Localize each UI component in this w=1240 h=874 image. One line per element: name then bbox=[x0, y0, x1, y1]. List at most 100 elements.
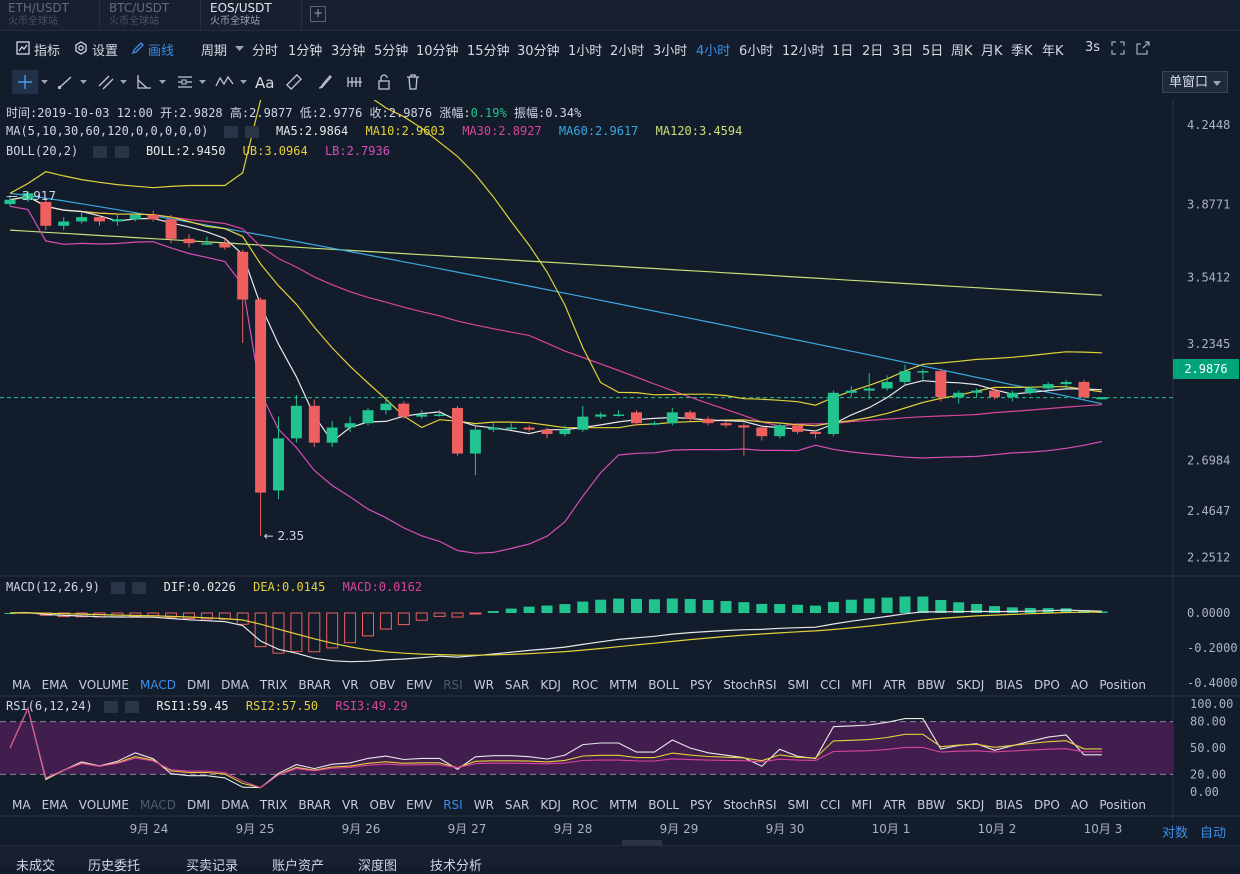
window-mode-select[interactable]: 单窗口 bbox=[1162, 71, 1228, 93]
fullscreen-icon[interactable] bbox=[1111, 41, 1125, 55]
boll-close-icon[interactable] bbox=[114, 145, 129, 158]
indicator-option[interactable]: DMI bbox=[186, 678, 211, 692]
tab-eos-usdt[interactable]: EOS/USDT 火币全球站 bbox=[202, 0, 302, 30]
indicator-option[interactable]: MACD bbox=[139, 678, 176, 692]
period-18[interactable]: 月K bbox=[981, 44, 1003, 59]
indicator-option[interactable]: RSI bbox=[443, 678, 463, 692]
period-6[interactable]: 30分钟 bbox=[517, 44, 560, 59]
indicator-option[interactable]: SMI bbox=[787, 798, 810, 812]
indicator-option[interactable]: OBV bbox=[369, 678, 396, 692]
indicator-option[interactable]: TRIX bbox=[259, 678, 288, 692]
tab-btc-usdt[interactable]: BTC/USDT 火币全球站 bbox=[101, 0, 201, 30]
indicator-option[interactable]: MTM bbox=[609, 678, 638, 692]
period-16[interactable]: 5日 bbox=[922, 44, 944, 59]
indicator-option[interactable]: DPO bbox=[1033, 678, 1060, 692]
ma-settings-icon[interactable] bbox=[223, 125, 238, 138]
wave-tool-icon[interactable] bbox=[214, 72, 236, 92]
scale-auto-button[interactable]: 自动 bbox=[1200, 826, 1227, 841]
indicator-option[interactable]: MFI bbox=[851, 678, 873, 692]
period-8[interactable]: 2小时 bbox=[610, 44, 645, 59]
indicator-button[interactable]: 指标 bbox=[34, 44, 61, 59]
indicator-option[interactable]: BOLL bbox=[648, 798, 680, 812]
indicator-option[interactable]: EMA bbox=[41, 798, 68, 812]
indicator-option[interactable]: VOLUME bbox=[78, 798, 129, 812]
indicator-option[interactable]: ATR bbox=[883, 678, 907, 692]
scale-log-button[interactable]: 对数 bbox=[1162, 826, 1189, 841]
boll-settings-icon[interactable] bbox=[93, 145, 108, 158]
angle-tool-icon[interactable] bbox=[134, 72, 154, 92]
indicator-option[interactable]: BIAS bbox=[995, 678, 1023, 692]
indicator-option[interactable]: KDJ bbox=[540, 798, 561, 812]
settings-button[interactable]: 设置 bbox=[92, 44, 119, 59]
indicator-option[interactable]: PSY bbox=[690, 798, 713, 812]
indicator-option[interactable]: EMA bbox=[41, 678, 68, 692]
indicator-option[interactable]: TRIX bbox=[259, 798, 288, 812]
crosshair-tool-icon[interactable] bbox=[15, 72, 35, 92]
indicator-option[interactable]: SAR bbox=[504, 678, 530, 692]
indicator-option[interactable]: AO bbox=[1070, 678, 1089, 692]
indicator-option[interactable]: BIAS bbox=[995, 798, 1023, 812]
indicator-option[interactable]: SMI bbox=[787, 678, 810, 692]
indicator-option[interactable]: BOLL bbox=[648, 678, 680, 692]
parallel-line-tool-icon[interactable] bbox=[96, 72, 116, 92]
indicator-option[interactable]: BRAR bbox=[298, 798, 331, 812]
indicator-option[interactable]: ATR bbox=[883, 798, 907, 812]
popout-icon[interactable] bbox=[1136, 41, 1150, 55]
indicator-option[interactable]: CCI bbox=[820, 678, 841, 692]
trend-line-tool-icon[interactable] bbox=[56, 72, 76, 92]
brush-tool-icon[interactable] bbox=[315, 72, 335, 92]
trash-icon[interactable] bbox=[403, 72, 423, 92]
indicator-option[interactable]: AO bbox=[1070, 798, 1089, 812]
period-0[interactable]: 分时 bbox=[252, 44, 279, 59]
indicator-option[interactable]: StochRSI bbox=[723, 678, 777, 692]
indicator-option[interactable]: VOLUME bbox=[78, 678, 129, 692]
period-11[interactable]: 6小时 bbox=[739, 44, 774, 59]
indicator-option[interactable]: KDJ bbox=[540, 678, 561, 692]
indicator-option[interactable]: BBW bbox=[917, 678, 946, 692]
indicator-option[interactable]: VR bbox=[341, 798, 359, 812]
tab-eth-usdt[interactable]: ETH/USDT 火币全球站 bbox=[0, 0, 100, 30]
rsi-settings-icon[interactable] bbox=[103, 700, 118, 713]
panel-toggle-handle[interactable] bbox=[622, 840, 662, 846]
draw-button[interactable]: 画线 bbox=[148, 44, 175, 59]
indicator-option[interactable]: BRAR bbox=[298, 678, 331, 692]
period-7[interactable]: 1小时 bbox=[568, 44, 603, 59]
period-5[interactable]: 15分钟 bbox=[467, 44, 510, 59]
period-13[interactable]: 1日 bbox=[832, 44, 854, 59]
indicator-option[interactable]: DMA bbox=[221, 798, 249, 812]
indicator-option[interactable]: DMI bbox=[186, 798, 211, 812]
indicator-option[interactable]: MACD bbox=[139, 798, 176, 812]
period-dropdown[interactable]: 周期 bbox=[201, 44, 228, 59]
indicator-option[interactable]: ROC bbox=[571, 678, 599, 692]
pattern-tool-icon[interactable] bbox=[345, 72, 365, 92]
indicator-option[interactable]: MA bbox=[12, 678, 31, 692]
indicator-option[interactable]: CCI bbox=[820, 798, 841, 812]
indicator-option[interactable]: WR bbox=[473, 798, 494, 812]
indicator-option[interactable]: OBV bbox=[369, 798, 396, 812]
period-20[interactable]: 年K bbox=[1042, 44, 1064, 59]
indicator-option[interactable]: MTM bbox=[609, 798, 638, 812]
indicator-option[interactable]: DMA bbox=[221, 678, 249, 692]
indicator-option[interactable]: SAR bbox=[504, 798, 530, 812]
period-9[interactable]: 3小时 bbox=[653, 44, 688, 59]
indicator-option[interactable]: MA bbox=[12, 798, 31, 812]
macd-close-icon[interactable] bbox=[132, 581, 147, 594]
indicator-option[interactable]: DPO bbox=[1033, 798, 1060, 812]
indicator-option[interactable]: Position bbox=[1099, 678, 1147, 692]
candlestick-chart[interactable]: 4.2448 3.8771 3.5412 3.2345 2.6984 2.4647 2.25… bbox=[0, 100, 1240, 845]
indicator-option[interactable]: ROC bbox=[571, 798, 599, 812]
fib-tool-icon[interactable] bbox=[175, 72, 195, 92]
period-17[interactable]: 周K bbox=[951, 44, 973, 59]
period-3[interactable]: 5分钟 bbox=[374, 44, 409, 59]
text-tool-button[interactable]: Aa bbox=[255, 74, 275, 92]
rsi-close-icon[interactable] bbox=[125, 700, 140, 713]
period-15[interactable]: 3日 bbox=[892, 44, 914, 59]
period-14[interactable]: 2日 bbox=[862, 44, 884, 59]
refresh-interval[interactable]: 3s bbox=[1085, 40, 1101, 55]
lock-tool-icon[interactable] bbox=[374, 72, 394, 92]
period-2[interactable]: 3分钟 bbox=[331, 44, 366, 59]
period-1[interactable]: 1分钟 bbox=[288, 44, 323, 59]
macd-settings-icon[interactable] bbox=[111, 581, 126, 594]
indicator-option[interactable]: WR bbox=[473, 678, 494, 692]
indicator-option[interactable]: EMV bbox=[406, 798, 433, 812]
